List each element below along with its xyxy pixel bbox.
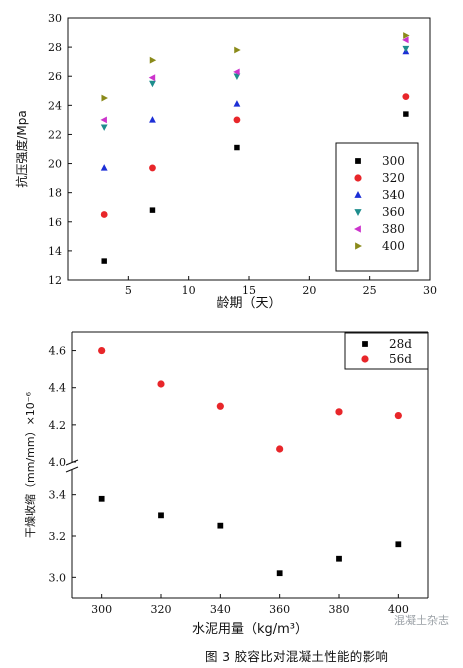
chart1-y-tick-label: 20 <box>48 158 62 171</box>
chart2-point-56d <box>276 445 284 453</box>
chart2-point-56d <box>216 402 224 410</box>
chart1-y-tick-label: 12 <box>48 274 62 287</box>
chart1-legend-marker-340 <box>354 191 362 198</box>
chart2-point-56d <box>394 411 402 420</box>
chart1-x-tick-label: 30 <box>423 284 437 297</box>
chart1-legend-label-340: 340 <box>382 188 405 202</box>
chart1-legend-box <box>335 142 419 272</box>
chart1-y-tick-label: 18 <box>48 187 62 200</box>
chart1-point-400 <box>234 46 241 54</box>
chart2-legend-label-28d: 28d <box>389 337 412 351</box>
chart1-point-360 <box>233 73 241 80</box>
chart2-x-axis-label: 水泥用量（kg/m³） <box>192 622 308 637</box>
chart1-point-320 <box>233 116 241 124</box>
chart1-legend-label-400: 400 <box>382 239 405 253</box>
chart2-point-28d <box>98 495 105 502</box>
chart1-y-tick-label: 22 <box>48 128 62 141</box>
chart1-x-tick-label: 15 <box>242 284 256 297</box>
chart2-y-tick-label: 4.0 <box>49 456 67 469</box>
chart2-x-tick-label: 320 <box>151 603 172 616</box>
chart1-point-380 <box>233 68 240 76</box>
chart1-y-tick-label: 28 <box>48 41 62 54</box>
chart2-x-tick-label: 300 <box>91 603 112 616</box>
chart1-point-300 <box>101 258 107 264</box>
chart1-legend-label-360: 360 <box>382 205 405 219</box>
chart2-point-28d <box>276 570 283 577</box>
chart1-point-320 <box>100 211 108 218</box>
chart1-point-380 <box>402 36 409 44</box>
chart1-x-tick-label: 5 <box>125 284 132 297</box>
chart2-point-28d <box>336 555 342 562</box>
chart2-legend-marker-56d <box>361 355 369 363</box>
chart2-axis-break-mark <box>65 466 79 473</box>
chart2-y-tick-label: 3.2 <box>49 530 67 543</box>
chart1-point-360 <box>149 80 156 88</box>
chart1-point-300 <box>149 207 156 213</box>
chart2-point-56d <box>335 408 343 416</box>
chart2-point-56d <box>157 380 165 388</box>
chart2-legend-label-56d: 56d <box>389 352 412 366</box>
chart1-legend-marker-400 <box>355 242 362 250</box>
chart2-x-tick-label: 380 <box>329 603 350 616</box>
chart1-point-360 <box>402 45 410 53</box>
chart2-point-56d <box>98 346 106 355</box>
chart1-point-340 <box>100 164 108 171</box>
chart1-legend-label-300: 300 <box>382 154 405 168</box>
chart2-x-tick-label: 360 <box>269 603 290 616</box>
chart1-legend-label-320: 320 <box>382 171 405 185</box>
chart1-point-400 <box>149 56 157 64</box>
chart2-y-tick-label: 4.2 <box>49 419 67 432</box>
chart2-point-28d <box>158 512 164 519</box>
chart1-point-320 <box>402 93 410 100</box>
chart1-point-360 <box>100 124 108 131</box>
chart1-point-320 <box>149 164 156 172</box>
chart2-legend-marker-28d <box>362 341 368 347</box>
chart2-y-tick-label: 3.4 <box>49 489 67 502</box>
chart1-y-axis-label: 抗压强度/Mpa <box>14 110 29 187</box>
chart1-legend-marker-320 <box>354 174 362 182</box>
chart1-legend-marker-300 <box>355 158 361 164</box>
chart2-x-tick-label: 400 <box>388 603 409 616</box>
chart1-legend-label-380: 380 <box>382 222 405 236</box>
chart1-point-400 <box>101 94 108 102</box>
chart1-x-tick-label: 10 <box>182 284 196 297</box>
chart2-y-tick-label: 4.4 <box>49 382 67 395</box>
chart1-point-380 <box>100 116 107 124</box>
chart1-y-tick-label: 14 <box>48 245 62 258</box>
chart2-y-tick-label: 4.6 <box>49 345 67 358</box>
chart1-legend-marker-380 <box>354 225 361 233</box>
chart1-y-tick-label: 16 <box>48 216 62 229</box>
chart1-point-380 <box>148 74 156 82</box>
chart1-point-400 <box>403 32 410 39</box>
chart2-y-axis-label: 干燥收缩（mm/mm）×10⁻⁶ <box>23 391 37 538</box>
chart2-y-tick-label: 3.0 <box>49 571 67 584</box>
chart1-y-tick-label: 30 <box>48 12 62 25</box>
chart1-x-tick-label: 25 <box>363 284 377 297</box>
figure-svg: 5 10 15 20 25 30 12 14 16 18 20 22 24 26 28 30 龄期（天） 抗压强度… <box>0 0 437 637</box>
chart1-y-tick-label: 24 <box>48 99 62 112</box>
watermark-text: 混凝土杂志 <box>394 614 449 627</box>
chart2-point-28d <box>217 522 224 529</box>
chart2-point-28d <box>395 541 402 548</box>
figure-caption: 图 3 胶容比对混凝土性能的影响 <box>205 649 389 664</box>
chart1-point-340 <box>233 100 241 107</box>
chart1-x-axis-label: 龄期（天） <box>216 296 281 311</box>
chart1-legend-marker-360 <box>354 209 362 216</box>
chart1-point-340 <box>149 116 156 123</box>
chart1-point-300 <box>234 144 240 151</box>
chart1-point-300 <box>403 111 409 117</box>
chart1-y-tick-label: 26 <box>48 70 62 83</box>
chart2-x-tick-label: 340 <box>210 603 231 616</box>
chart1-x-tick-label: 20 <box>302 284 316 297</box>
chart2-legend-box <box>344 332 429 370</box>
